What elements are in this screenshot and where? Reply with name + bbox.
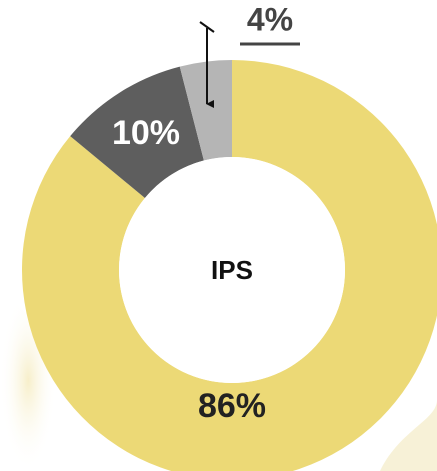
value-label: 10%	[112, 114, 180, 152]
donut-segment	[179, 60, 232, 161]
donut-segment	[70, 66, 204, 198]
callout-arrow-tail	[199, 21, 215, 33]
donut-hole	[119, 157, 345, 383]
center-label: IPS	[211, 255, 253, 285]
donut	[22, 60, 437, 471]
background-decoration	[0, 290, 437, 471]
donut-segment	[22, 60, 437, 471]
value-label: 4%	[247, 1, 293, 37]
value-label: 86%	[198, 387, 266, 425]
